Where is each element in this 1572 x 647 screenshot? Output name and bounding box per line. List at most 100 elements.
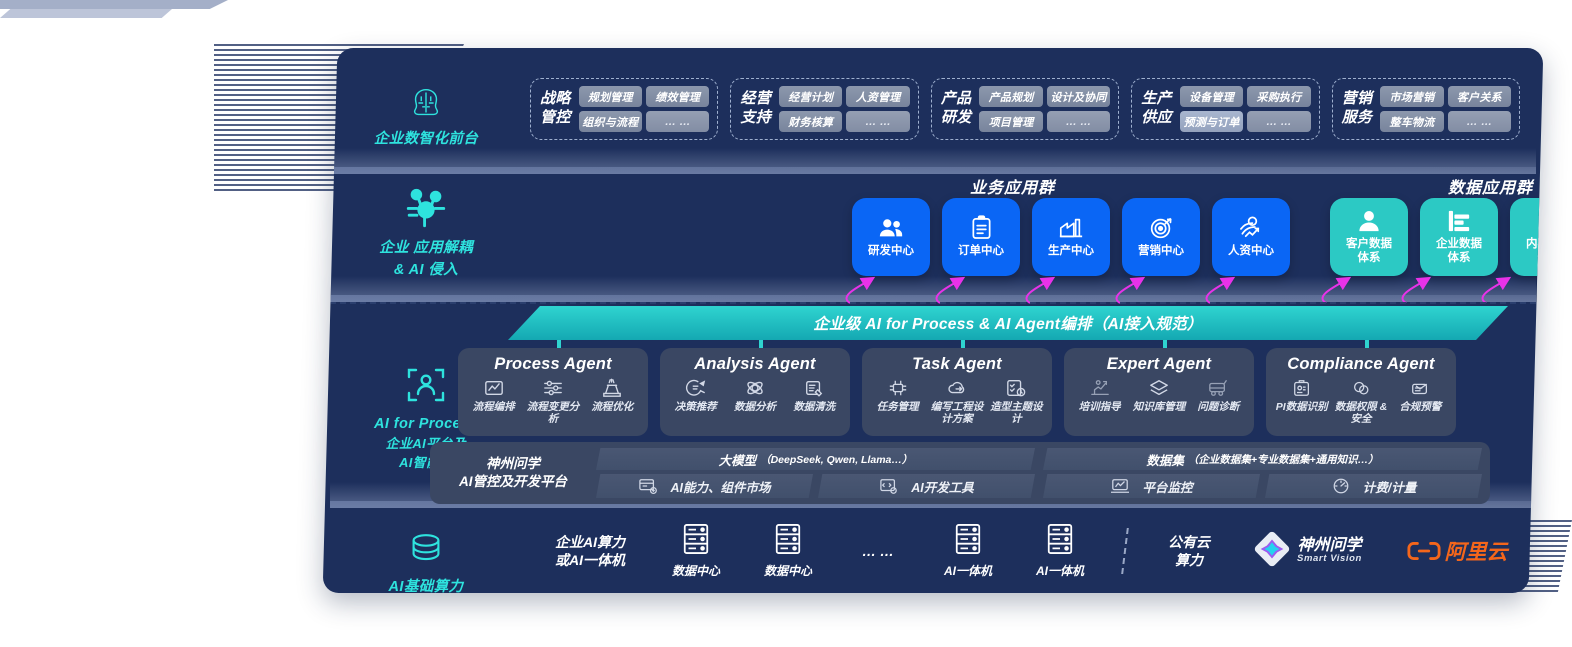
app-card-label: 企业数据 体系 [1436,237,1482,264]
agent-card-process[interactable]: Process Agent 流程编排 流程变更分析 [458,348,648,436]
platform-cell-label: 计费/计量 [1362,480,1417,495]
brand-aliyun[interactable]: 阿里云 [1382,536,1532,566]
infra-item-enterprise-compute[interactable]: 企业AI算力 或AI一体机 [530,533,650,569]
agent-cards-row: Process Agent 流程编排 流程变更分析 [458,348,1456,436]
gov-group-production-supply[interactable]: 生产 供应 设备管理 采购执行 预测与订单 … … [1131,78,1320,140]
agent-feature[interactable]: 数据分析 [726,378,785,413]
gov-chip[interactable]: 财务核算 [779,111,843,132]
molecule-icon [403,185,449,231]
infra-label: 企业AI算力 或AI一体机 [555,533,625,568]
agent-feature[interactable]: 培训指导 [1070,378,1129,413]
bars-icon [1537,209,1544,233]
agent-feature-label: 流程变更分析 [526,401,580,426]
database-icon [405,528,447,570]
platform-dataset-header[interactable]: 数据集 （企业数据集+专业数据集+通用知识…） [1043,448,1482,470]
app-card-label: 研发中心 [868,244,914,257]
gov-chip-more[interactable]: … … [1046,111,1111,132]
platform-data-column: 数据集 （企业数据集+专业数据集+通用知识…） 平台监控 计费/计 [1043,448,1482,498]
architecture-board: 企业数智化前台 企业 应用解耦 & AI 侵入 [322,48,1544,593]
brand-text: 神州问学 Smart Vision [1297,537,1362,565]
platform-cell-label: 平台监控 [1142,480,1193,495]
agent-card-compliance[interactable]: Compliance Agent PI数据识别 数据权限 & 安全 [1266,348,1456,436]
agent-feature[interactable]: 造型主题设计 [987,378,1046,425]
agent-feature[interactable]: 流程变更分析 [524,378,583,425]
gov-group-product-rnd[interactable]: 产品 研发 产品规划 设计及协同 项目管理 … … [930,78,1120,140]
ai-layer-divider [330,302,1536,304]
ai-orchestration-banner: 企业级 AI for Process & AI Agent编排（AI接入规范） [508,306,1508,340]
app-card-order-center[interactable]: 订单中心 [942,198,1020,276]
gov-chip[interactable]: 规划管理 [578,86,642,107]
infra-item-datacenter-2[interactable]: 数据中心 [742,523,834,580]
decision-icon [685,378,707,398]
gov-chip[interactable]: 组织与流程 [578,111,642,132]
platform-models-subtitle: （DeepSeek, Qwen, Llama…） [760,453,913,466]
gauge-icon [1331,477,1351,495]
agent-feature[interactable]: 数据清洗 [785,378,844,413]
infra-label: 数据中心 [671,563,720,578]
agent-card-task[interactable]: Task Agent 任务管理 编写工程设计方案 [862,348,1052,436]
platform-cell-monitoring[interactable]: 平台监控 [1043,474,1260,498]
gov-chip-more[interactable]: … … [646,111,710,132]
gov-chip[interactable]: 预测与订单 [1179,111,1244,132]
infra-item-datacenter-1[interactable]: 数据中心 [650,523,742,580]
infra-item-ai-appliance-1[interactable]: AI一体机 [922,523,1014,580]
cloud-gear-icon [946,378,968,398]
business-app-cards: 研发中心 订单中心 [852,198,1290,276]
sliders-icon [542,378,564,398]
agent-feature[interactable]: 数据权限 & 安全 [1332,378,1391,425]
ellipsis-label: … … [862,542,894,559]
app-card-content-data[interactable]: 内容数据 体系 [1510,198,1544,276]
server-icon [953,523,983,560]
gov-chip[interactable]: 市场营销 [1380,86,1444,107]
agent-feature[interactable]: PI数据识别 [1272,378,1331,413]
platform-cell-billing[interactable]: 计费/计量 [1265,474,1482,498]
agent-feature[interactable]: 任务管理 [868,378,927,413]
agent-feature[interactable]: 合规预警 [1391,378,1450,413]
agent-feature[interactable]: 问题诊断 [1189,378,1248,413]
app-card-rnd-center[interactable]: 研发中心 [852,198,930,276]
gov-chip[interactable]: 项目管理 [979,111,1043,132]
gov-chip[interactable]: 客户关系 [1447,86,1512,107]
rail-label-line1: 企业 应用解耦 [379,240,473,257]
gov-chip-more[interactable]: … … [1247,111,1311,132]
gov-group-strategy[interactable]: 战略 管控 规划管理 绩效管理 组织与流程 … … [530,78,719,140]
training-icon [1089,378,1111,398]
platform-cell-ai-market[interactable]: AI能力、组件市场 [596,474,813,498]
agent-feature-label: 问题诊断 [1197,401,1240,413]
agent-title: Compliance Agent [1287,355,1435,373]
app-card-production-center[interactable]: 生产中心 [1032,198,1110,276]
platform-models-column: 大模型 （DeepSeek, Qwen, Llama…） AI能力、组件市场 [596,448,1035,498]
app-card-marketing-center[interactable]: 营销中心 [1122,198,1200,276]
platform-cell-label: AI能力、组件市场 [670,480,771,495]
agent-feature[interactable]: 流程优化 [583,378,642,413]
gov-chip[interactable]: 整车物流 [1380,111,1444,132]
agent-feature[interactable]: 知识库管理 [1130,378,1189,413]
agent-feature[interactable]: 流程编排 [464,378,523,413]
agent-feature-label: 流程编排 [472,401,515,413]
gov-chip[interactable]: 产品规划 [979,86,1043,107]
infra-item-ai-appliance-2[interactable]: AI一体机 [1014,523,1106,580]
app-card-enterprise-data[interactable]: 企业数据 体系 [1420,198,1498,276]
agent-card-analysis[interactable]: Analysis Agent 决策推荐 数据分析 [660,348,850,436]
gov-group-operations[interactable]: 经营 支持 经营计划 人资管理 财务核算 … … [730,78,919,140]
platform-models-title: 大模型 [718,453,757,468]
app-card-customer-data[interactable]: 客户数据 体系 [1330,198,1408,276]
platform-cell-ai-devtools[interactable]: AI开发工具 [818,474,1035,498]
gov-chip-more[interactable]: … … [846,111,910,132]
brand-shenzhou-wenxue[interactable]: 神州问学 Smart Vision [1234,531,1382,572]
gov-chip[interactable]: 经营计划 [779,86,843,107]
app-card-hr-center[interactable]: 人资中心 [1212,198,1290,276]
infra-item-public-cloud[interactable]: 公有云 算力 [1144,533,1234,569]
gov-group-marketing-service[interactable]: 营销 服务 市场营销 客户关系 整车物流 … … [1331,78,1521,140]
gov-chip[interactable]: 绩效管理 [646,86,710,107]
agent-card-expert[interactable]: Expert Agent 培训指导 知识库管理 [1064,348,1254,436]
agent-feature[interactable]: 编写工程设计方案 [928,378,987,425]
gov-chip[interactable]: 人资管理 [846,86,910,107]
gov-chip[interactable]: 采购执行 [1247,86,1311,107]
gov-chip[interactable]: 设备管理 [1179,86,1244,107]
gov-chip[interactable]: 设计及协同 [1046,86,1111,107]
platform-models-header[interactable]: 大模型 （DeepSeek, Qwen, Llama…） [596,448,1035,470]
agent-feature[interactable]: 决策推荐 [666,378,725,413]
gov-chip-more[interactable]: … … [1447,111,1512,132]
agent-feature-label: 数据清洗 [793,401,836,413]
